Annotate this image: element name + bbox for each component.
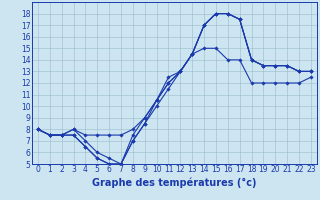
X-axis label: Graphe des températures (°c): Graphe des températures (°c) (92, 177, 257, 188)
